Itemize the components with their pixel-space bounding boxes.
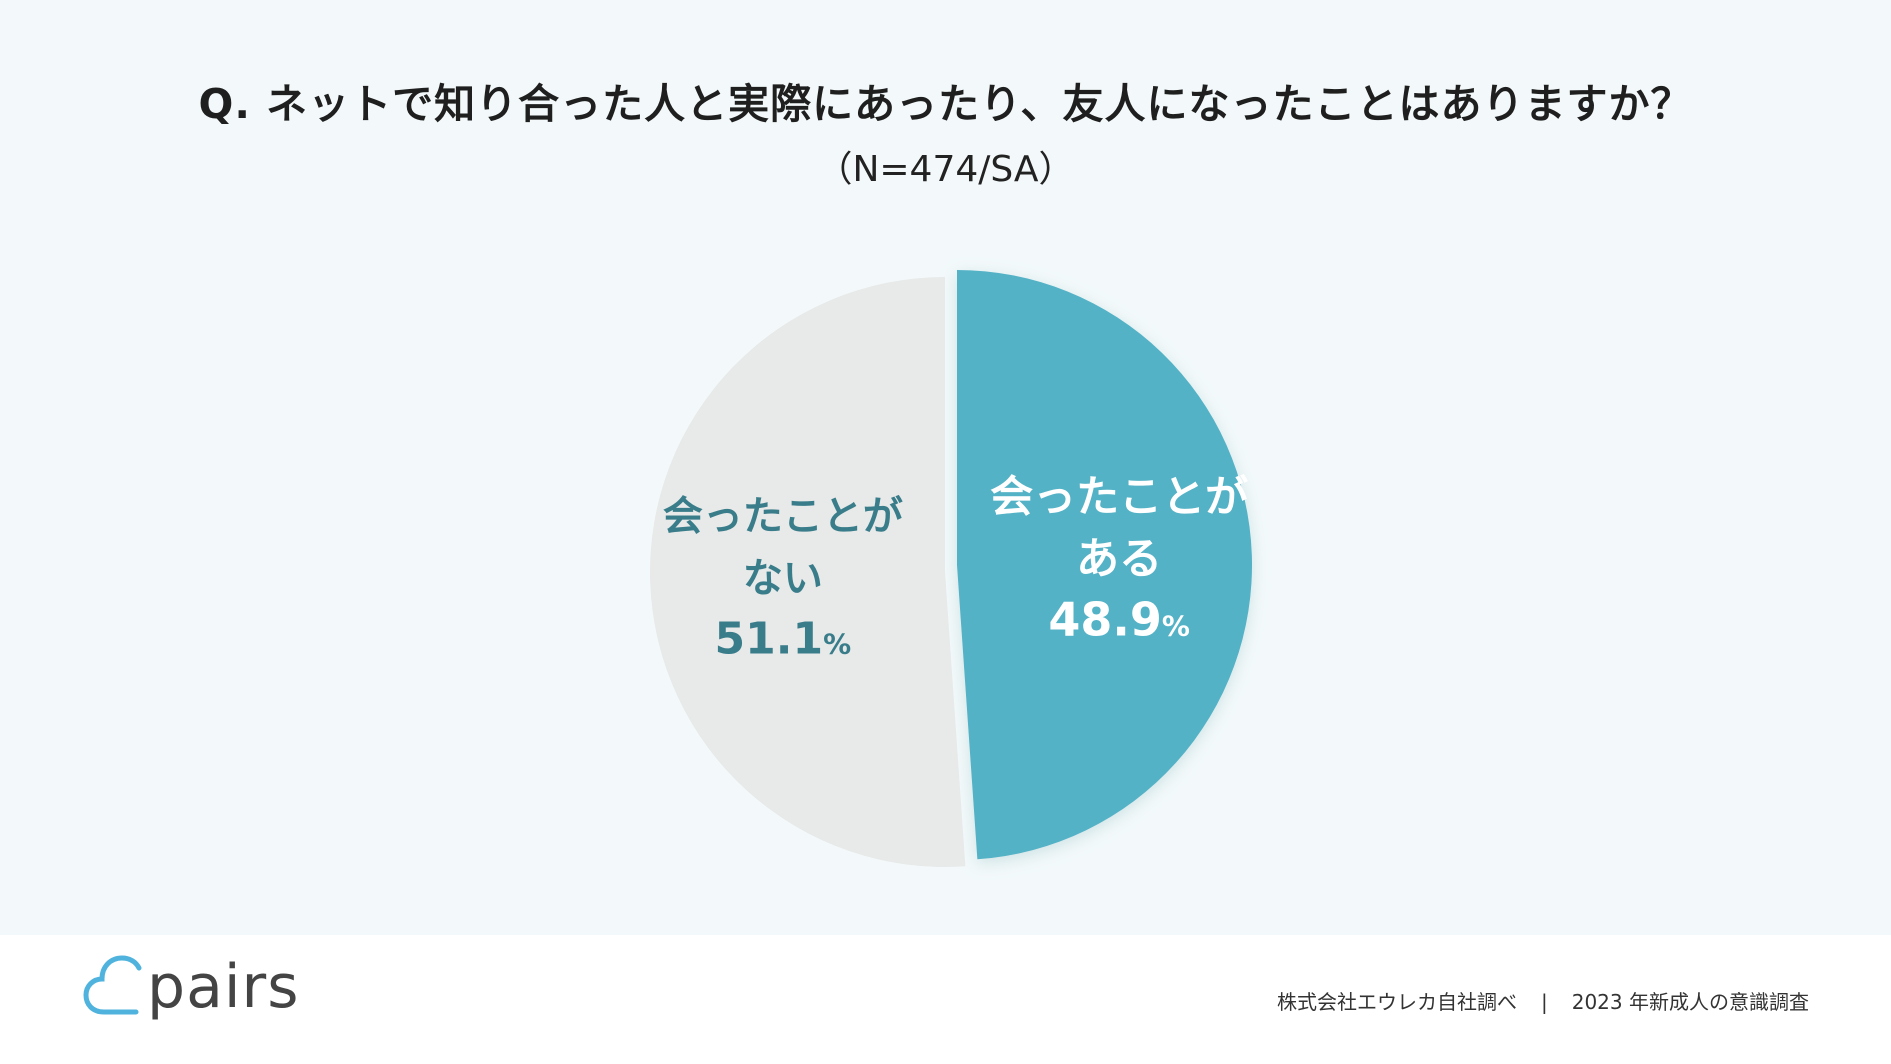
source-text: 株式会社エウレカ自社調べ [1276, 990, 1517, 1014]
slice-label-0-line-0: 会ったことが [990, 472, 1248, 522]
footer [0, 935, 1891, 1064]
chart-subtitle: （N=474/SA） [816, 149, 1075, 190]
footer-credit: 株式会社エウレカ自社調べ | 2023 年新成人の意識調査 [1277, 986, 1809, 1015]
chart-title: Q. ネットで知り合った人と実際にあったり、友人になったことはありますか？ [198, 80, 1693, 128]
slice-label-1-line-0: 会ったことが [663, 494, 903, 540]
survey-text: 2023 年新成人の意識調査 [1571, 990, 1809, 1014]
cloud-logo-icon [83, 955, 142, 1015]
slice-value-0: 48.9% [1048, 592, 1190, 646]
slice-label-0-line-1: ある [1076, 534, 1162, 584]
pie-slice-0 [957, 270, 1253, 860]
pie-slice-1 [650, 277, 966, 867]
logo-text: pairs [147, 952, 300, 1022]
slice-label-1-line-1: ない [743, 556, 823, 602]
slice-value-1: 51.1% [715, 614, 852, 665]
separator: | [1540, 990, 1548, 1014]
